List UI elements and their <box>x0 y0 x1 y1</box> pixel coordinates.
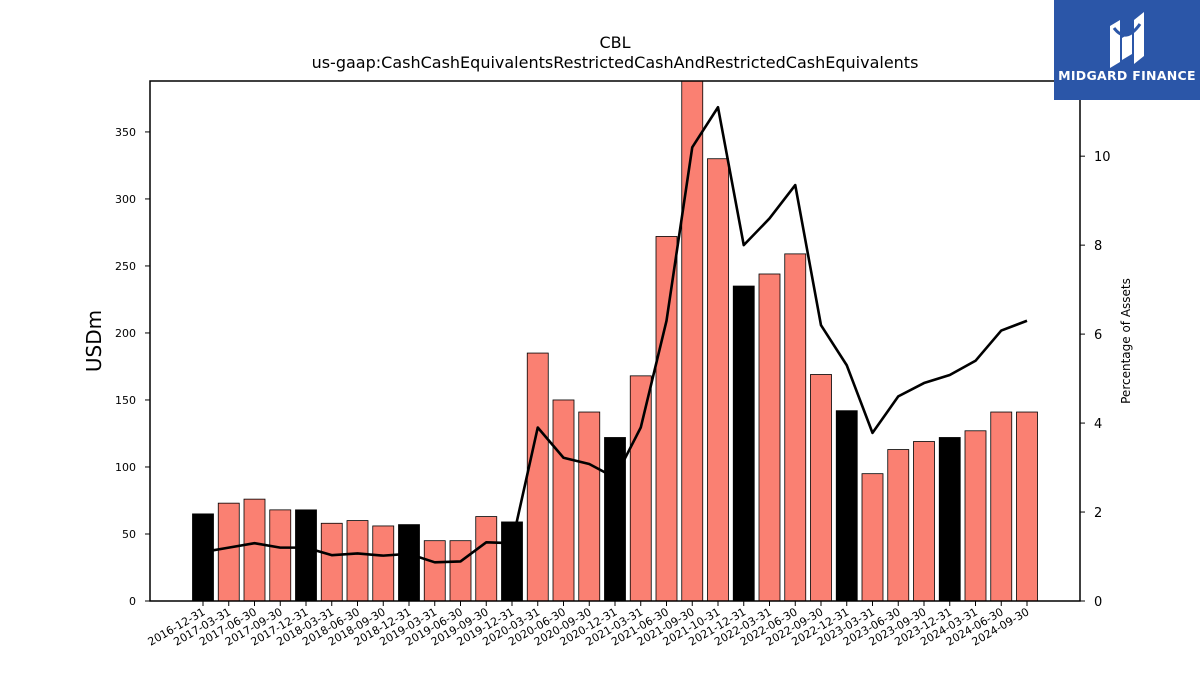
y-tick-label: 0 <box>129 595 136 608</box>
chart-title: CBL <box>599 33 630 52</box>
bar-2017-03-31 <box>217 502 240 601</box>
bar-2023-09-30 <box>913 441 935 601</box>
y2-axis-label: Percentage of Assets <box>1119 278 1133 404</box>
bar-2023-03-31 <box>861 473 884 601</box>
line-series <box>202 105 1028 564</box>
bar-2020-03-31 <box>526 352 549 601</box>
y2-tick-label: 10 <box>1094 150 1111 165</box>
bar-2024-09-30 <box>1016 411 1038 601</box>
bar-2022-09-30 <box>810 374 832 601</box>
bar-2019-09-30 <box>475 516 498 601</box>
y-tick-label: 200 <box>115 327 136 340</box>
bar-2021-06-30 <box>655 236 678 601</box>
bar-2018-12-31 <box>398 524 420 601</box>
bar-2020-09-30 <box>578 411 601 601</box>
bar-2022-12-31 <box>835 410 858 601</box>
bar-2019-06-30 <box>449 540 472 601</box>
y2-tick-label: 8 <box>1094 239 1102 254</box>
bar-2017-12-31 <box>295 509 317 601</box>
bar-2018-03-31 <box>320 522 343 601</box>
y-tick-label: 150 <box>115 394 136 407</box>
bar-2021-12-31 <box>732 285 755 601</box>
bar-series <box>192 81 1038 601</box>
bar-2017-09-30 <box>269 509 292 601</box>
y2-tick-label: 6 <box>1094 328 1102 343</box>
bar-2020-06-30 <box>552 399 575 601</box>
bar-2017-06-30 <box>243 498 266 601</box>
logo-mark-icon <box>1110 12 1144 68</box>
bar-2022-06-30 <box>784 253 807 601</box>
midgard-finance-logo: MIDGARD FINANCE <box>1054 0 1200 100</box>
bar-2024-03-31 <box>964 430 987 601</box>
bar-2022-03-31 <box>758 273 781 601</box>
logo-text: MIDGARD FINANCE <box>1058 68 1196 83</box>
y2-tick-label: 0 <box>1094 595 1102 610</box>
bar-2021-10-31 <box>707 158 729 601</box>
bar-2023-06-30 <box>887 449 910 601</box>
percentage-line <box>202 105 1028 564</box>
chart-subtitle: us-gaap:CashCashEquivalentsRestrictedCas… <box>312 53 919 72</box>
y-axis-label: USDm <box>82 310 106 372</box>
bar-2019-12-31 <box>501 521 523 601</box>
bar-2016-12-31 <box>192 513 214 601</box>
y-tick-label: 350 <box>115 126 136 139</box>
bar-2023-12-31 <box>938 437 961 601</box>
y-tick-label: 50 <box>122 528 136 541</box>
bar-2019-03-31 <box>423 540 446 601</box>
bar-2018-09-30 <box>372 525 395 601</box>
y2-tick-label: 4 <box>1094 417 1102 432</box>
y-tick-label: 250 <box>115 260 136 273</box>
y-tick-label: 300 <box>115 193 136 206</box>
bar-2021-03-31 <box>629 375 652 601</box>
bar-2018-06-30 <box>346 520 369 601</box>
bar-2024-06-30 <box>990 411 1013 601</box>
y-tick-label: 100 <box>115 461 136 474</box>
bar-2021-09-30 <box>681 81 704 601</box>
y2-tick-label: 2 <box>1094 506 1102 521</box>
